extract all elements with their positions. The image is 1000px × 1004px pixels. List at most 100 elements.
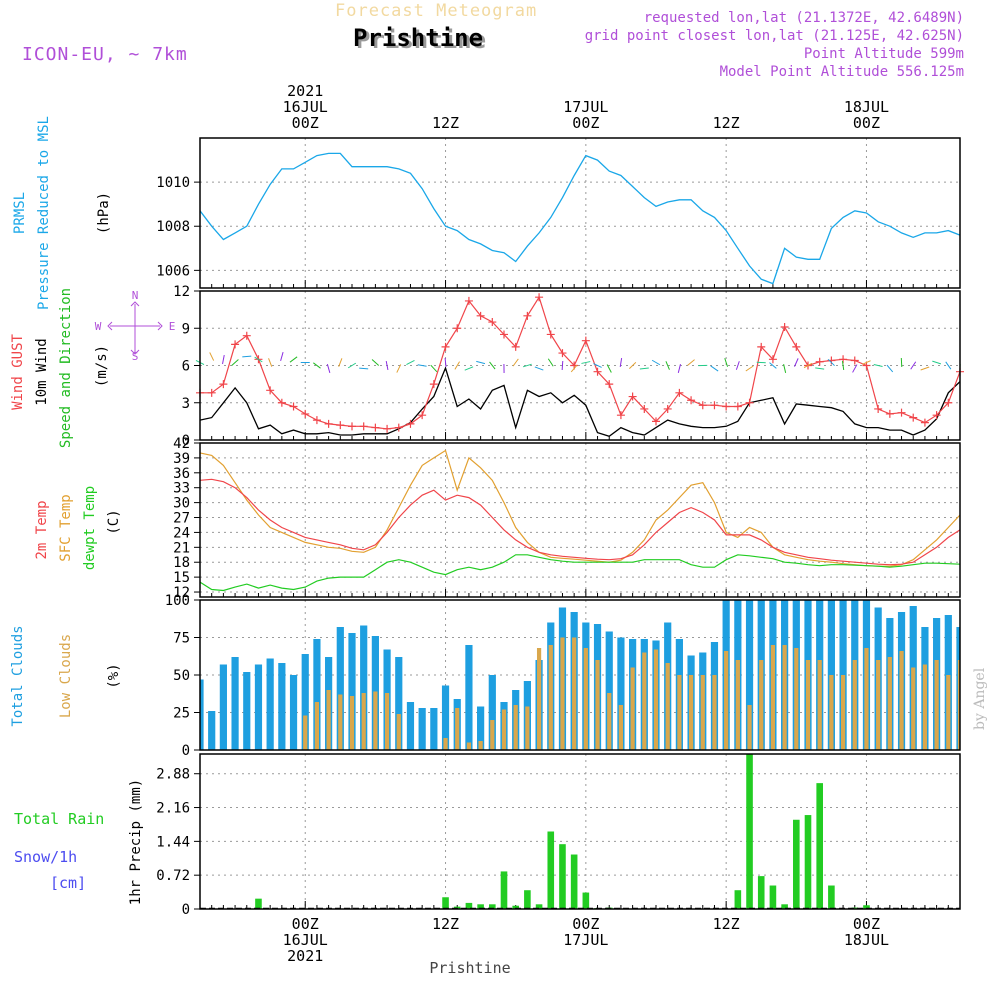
y-tick-label: 1.44: [156, 834, 190, 850]
rain-bar: [559, 844, 566, 909]
low-cloud-bar: [490, 720, 494, 750]
low-cloud-bar: [946, 675, 950, 750]
low-cloud-bar: [899, 651, 903, 750]
y-tick-label: 18: [173, 555, 190, 571]
prmsl-label: PRMSL: [12, 192, 28, 234]
total-cloud-bar: [208, 711, 215, 750]
low-cloud-bar: [841, 675, 845, 750]
low-cloud-bar: [724, 651, 728, 750]
low-cloud-bar: [794, 648, 798, 750]
low-cloud-bar: [923, 665, 927, 751]
total-cloud-bar: [465, 645, 472, 750]
low-cloud-bar: [514, 705, 518, 750]
rain-bar: [501, 871, 508, 909]
low-cloud-bar: [350, 696, 354, 750]
y-tick-label: 33: [173, 481, 190, 497]
low-cloud-bar: [783, 645, 787, 750]
bottom-axis-label: 2021: [287, 947, 323, 965]
sfc-temp-label: SFC Temp: [58, 494, 74, 561]
y-tick-label: 3: [182, 396, 190, 412]
low-cloud-bar: [315, 702, 319, 750]
total-cloud-bar: [430, 708, 437, 750]
low-cloud-bar: [549, 645, 553, 750]
wind-gust-label: Wind GUST: [10, 334, 26, 410]
rain-bar: [547, 832, 554, 910]
low-cloud-bar: [443, 738, 447, 750]
low-cloud-bar: [853, 660, 857, 750]
total-cloud-bar: [255, 665, 262, 751]
snow-label: Snow/1h: [14, 848, 77, 866]
rain-bar: [442, 897, 449, 909]
low-cloud-bar: [666, 663, 670, 750]
low-cloud-bar: [829, 675, 833, 750]
y-tick-label: 75: [173, 631, 190, 647]
temp2m-label: 2m Temp: [34, 500, 50, 559]
top-axis-label: 00Z: [292, 114, 319, 132]
bottom-axis-label: 12Z: [713, 915, 740, 933]
y-tick-label: 21: [173, 540, 190, 556]
precip-unit: 1hr Precip (mm): [128, 779, 144, 905]
low-cloud-bar: [736, 660, 740, 750]
rain-bar: [758, 876, 765, 909]
location-title: Prishtine: [353, 24, 483, 52]
low-cloud-bar: [327, 690, 331, 750]
rain-bar: [524, 890, 531, 909]
low-cloud-bar: [455, 708, 459, 750]
low-cloud-bar: [338, 695, 342, 751]
top-axis-label: 12Z: [713, 114, 740, 132]
pressure-unit: (hPa): [96, 192, 112, 234]
compass-east: E: [169, 320, 176, 333]
low-cloud-bar: [560, 638, 564, 751]
wind-direction-label: Speed and Direction: [58, 288, 74, 448]
wind-unit: (m/s): [94, 345, 110, 387]
clouds-unit: (%): [106, 663, 122, 688]
low-cloud-bar: [385, 693, 389, 750]
low-cloud-bar: [572, 638, 576, 751]
dewpt-label: dewpt Temp: [82, 486, 98, 570]
total-cloud-bar: [267, 659, 274, 751]
bottom-axis-label: 12Z: [432, 915, 459, 933]
low-cloud-bar: [689, 675, 693, 750]
low-cloud-bar: [479, 741, 483, 750]
y-tick-label: 0: [182, 743, 190, 759]
low-cloud-bar: [771, 645, 775, 750]
low-cloud-bar: [303, 716, 307, 751]
low-cloud-bar: [712, 675, 716, 750]
top-axis-label: 12Z: [432, 114, 459, 132]
low-cloud-bar: [525, 707, 529, 751]
rain-bar: [793, 820, 800, 909]
rain-bar: [805, 815, 812, 909]
y-tick-label: 1006: [156, 263, 190, 279]
y-tick-label: 36: [173, 466, 190, 482]
total-cloud-bar: [278, 663, 285, 750]
rain-bar: [770, 886, 777, 909]
total-cloud-bar: [201, 680, 204, 751]
low-cloud-bar: [864, 648, 868, 750]
total-cloud-bar: [290, 675, 297, 750]
low-cloud-bar: [876, 660, 880, 750]
total-cloud-bar: [231, 657, 238, 750]
low-cloud-bar: [607, 693, 611, 750]
low-cloud-bar: [654, 650, 658, 751]
total-cloud-bar: [407, 702, 414, 750]
low-cloud-bar: [502, 710, 506, 751]
rain-bar: [735, 890, 742, 909]
low-cloud-bar: [759, 660, 763, 750]
rain-bar: [816, 783, 823, 909]
low-cloud-bar: [642, 653, 646, 751]
y-tick-label: 0: [182, 902, 190, 918]
y-tick-label: 24: [173, 525, 190, 541]
footer-location: Prishtine: [429, 959, 510, 977]
low-cloud-bar: [467, 743, 471, 751]
requested-coords: requested lon,lat (21.1372E, 42.6489N): [644, 10, 964, 26]
low-cloud-bar: [373, 692, 377, 751]
bottom-axis-label: 17JUL: [563, 931, 608, 949]
total-cloud-bar: [419, 708, 426, 750]
y-tick-label: 2.88: [156, 767, 190, 783]
temp-unit: (C): [106, 509, 122, 534]
low-cloud-bar: [619, 705, 623, 750]
bottom-axis-label: 18JUL: [844, 931, 889, 949]
total-cloud-bar: [220, 665, 227, 751]
